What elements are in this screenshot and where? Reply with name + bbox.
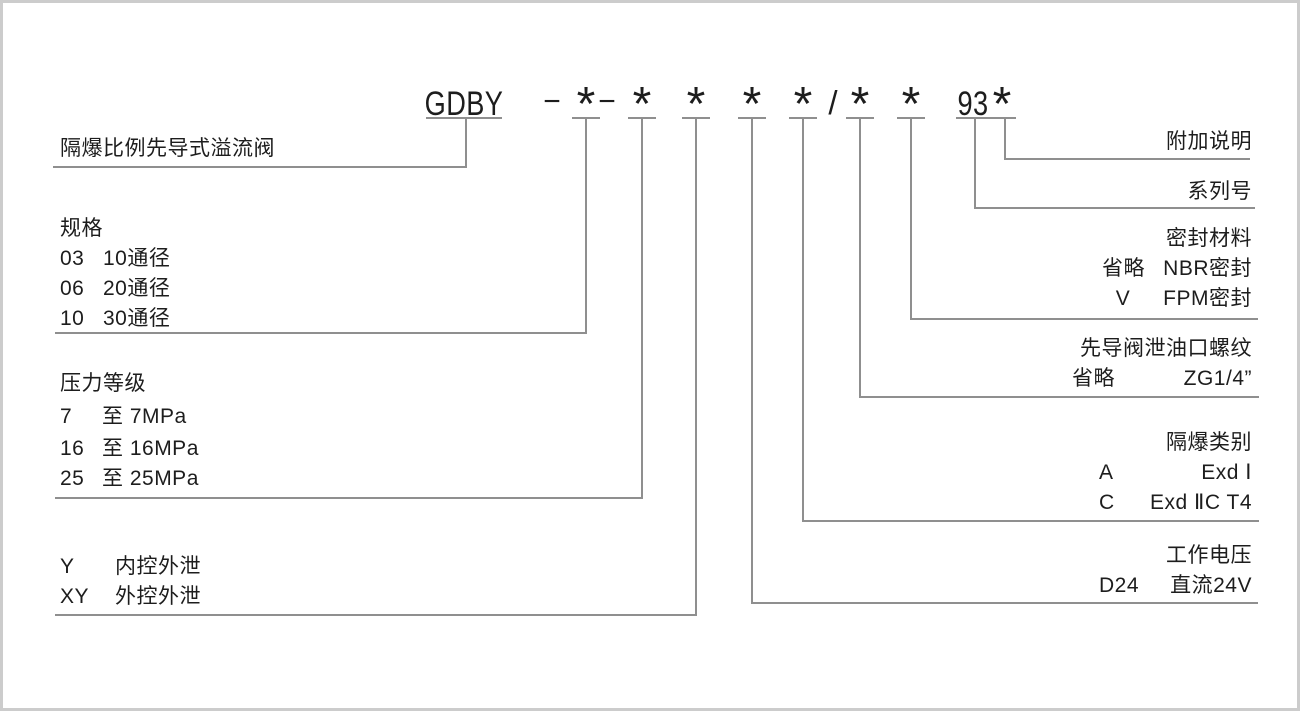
spec-key: 03 (60, 247, 85, 270)
connector-valve-name-horizontal (53, 166, 467, 168)
code-dash-2: − (598, 85, 616, 118)
connector-pressure-grade-horizontal (55, 497, 643, 499)
control-drain-value: 内控外泄 (115, 555, 201, 578)
pressure-grade-row: 16 至 16MPa (60, 437, 199, 461)
right-block-additional-note: 附加说明 (1166, 130, 1252, 153)
right-block-series-number: 系列号 (1187, 180, 1252, 203)
code-asterisk-5: * (793, 78, 813, 131)
pressure-grade-value: 至 7MPa (102, 405, 187, 428)
pressure-grade-key: 25 (60, 467, 85, 490)
explosion-class-key: A (1099, 461, 1114, 484)
explosion-class-value: Exd ⅡC T4 (1150, 491, 1252, 514)
connector-spec-horizontal (55, 332, 587, 334)
spec-title: 规格 (60, 217, 103, 240)
connector-working-voltage-horizontal (751, 602, 1258, 604)
control-drain-value: 外控外泄 (115, 585, 201, 608)
pressure-grade-value: 至 25MPa (102, 467, 199, 490)
explosion-class-title: 隔爆类别 (1166, 431, 1252, 454)
connector-seal-material-horizontal (910, 318, 1258, 320)
pilot-drain-thread-title: 先导阀泄油口螺纹 (1080, 337, 1252, 360)
control-drain-key: XY (60, 585, 90, 608)
code-asterisk-6: * (850, 78, 870, 131)
working-voltage-value: 直流24V (1170, 574, 1252, 597)
seal-material-value: FPM密封 (1163, 287, 1252, 310)
pilot-drain-thread-value: ZG1/4” (1183, 367, 1252, 390)
seal-material-row: 省略 NBR密封 (1102, 257, 1252, 281)
explosion-class-row: A Exd Ⅰ (1099, 461, 1252, 485)
explosion-class-value: Exd Ⅰ (1201, 461, 1252, 484)
code-asterisk-8: * (992, 78, 1012, 131)
connector-spec-vertical (585, 117, 587, 334)
explosion-class-row: C Exd ⅡC T4 (1099, 491, 1252, 515)
connector-drain-thread-horizontal (859, 396, 1259, 398)
seal-material-title: 密封材料 (1166, 227, 1252, 250)
code-asterisk-7: * (901, 78, 921, 131)
code-asterisk-4: * (742, 78, 762, 131)
code-prefix: GDBY (424, 85, 504, 123)
working-voltage-row: D24 直流24V (1099, 574, 1252, 598)
seal-material-row: V FPM密封 (1102, 287, 1252, 311)
pressure-grade-key: 7 (60, 405, 73, 428)
pressure-grade-row: 7 至 7MPa (60, 405, 187, 429)
code-slash: / (828, 84, 838, 121)
spec-key: 06 (60, 277, 85, 300)
pressure-grade-row: 25 至 25MPa (60, 467, 199, 491)
pressure-grade-key: 16 (60, 437, 85, 460)
code-asterisk-3: * (686, 78, 706, 131)
spec-value: 20通径 (103, 277, 171, 300)
connector-valve-name-vertical (465, 117, 467, 168)
seal-material-value: NBR密封 (1163, 257, 1252, 280)
tick-asterisk-8 (988, 117, 1016, 119)
connector-control-drain-vertical (695, 117, 697, 616)
spec-row: 06 20通径 (60, 277, 170, 301)
connector-seal-material-vertical (910, 117, 912, 320)
code-dash-1: − (543, 85, 561, 118)
connector-series-number-horizontal (974, 207, 1255, 209)
working-voltage-key: D24 (1099, 574, 1140, 597)
connector-control-drain-horizontal (55, 614, 697, 616)
connector-drain-thread-vertical (859, 117, 861, 398)
connector-explosion-class-horizontal (802, 520, 1259, 522)
pressure-grade-value: 至 16MPa (102, 437, 199, 460)
explosion-class-key: C (1099, 491, 1115, 514)
tick-series (956, 117, 990, 119)
working-voltage-title: 工作电压 (1166, 544, 1252, 567)
connector-working-voltage-vertical (751, 117, 753, 604)
pressure-grade-title: 压力等级 (60, 372, 146, 395)
spec-key: 10 (60, 307, 85, 330)
seal-material-key: 省略 (1102, 257, 1145, 280)
code-asterisk-2: * (632, 78, 652, 131)
connector-additional-note-horizontal (1004, 158, 1250, 160)
spec-row: 10 30通径 (60, 307, 170, 331)
left-block-valve-name: 隔爆比例先导式溢流阀 (60, 137, 275, 160)
control-drain-row: XY 外控外泄 (60, 585, 201, 609)
pilot-drain-thread-row: 省略 ZG1/4” (1072, 367, 1252, 391)
seal-material-key: V (1115, 287, 1131, 310)
connector-additional-note-vertical (1004, 117, 1006, 160)
control-drain-key: Y (60, 555, 75, 578)
connector-series-number-vertical (974, 117, 976, 209)
connector-pressure-grade-vertical (641, 117, 643, 499)
code-series: 93 (957, 85, 989, 123)
right-label-column: 附加说明 系列号 密封材料 省略 NBR密封 V FPM密封 先导阀泄油口螺纹 … (922, 3, 1252, 708)
spec-value: 10通径 (103, 247, 171, 270)
connector-explosion-class-vertical (802, 117, 804, 522)
spec-row: 03 10通径 (60, 247, 170, 271)
code-asterisk-1: * (576, 78, 596, 131)
pilot-drain-thread-key: 省略 (1072, 367, 1115, 390)
spec-value: 30通径 (103, 307, 171, 330)
control-drain-row: Y 内控外泄 (60, 555, 201, 579)
tick-prefix (426, 117, 502, 119)
